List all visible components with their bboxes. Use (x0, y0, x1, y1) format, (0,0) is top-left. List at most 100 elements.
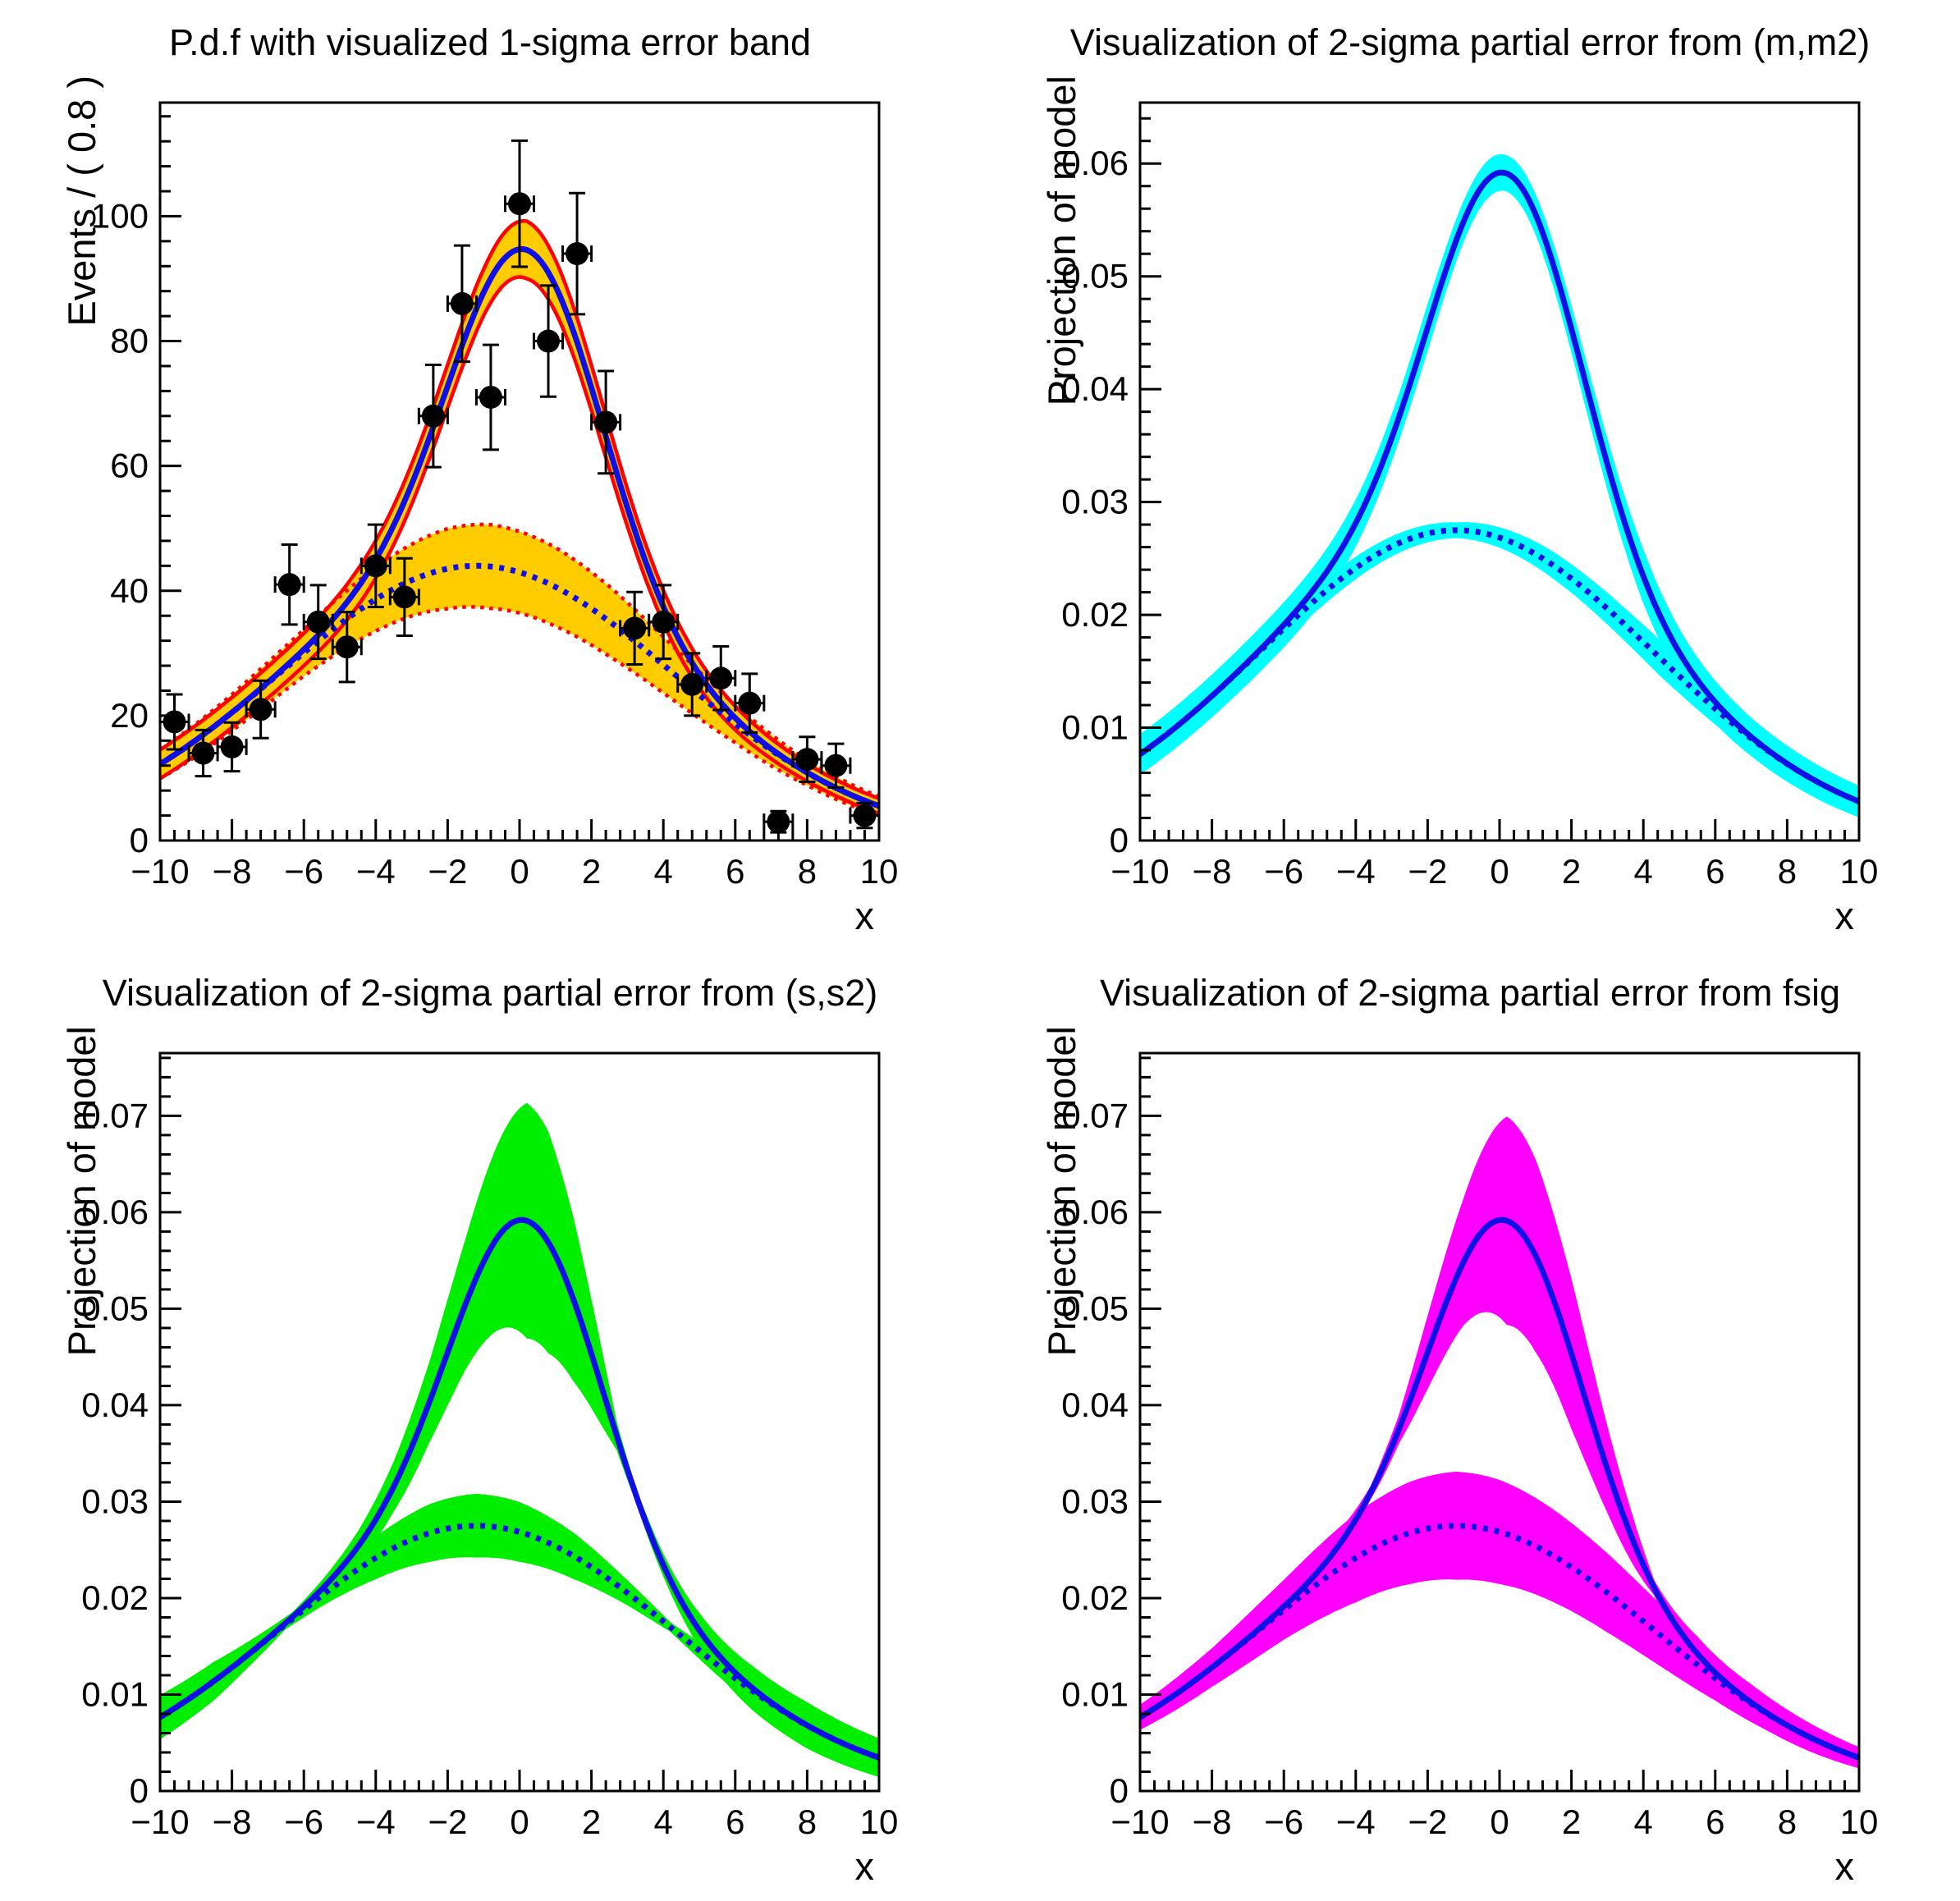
background-curve (1140, 527, 1859, 804)
y-tick-label: 0 (1110, 821, 1129, 859)
y-tick-label: 0 (130, 821, 149, 859)
data-point-marker (566, 242, 589, 266)
data-point-marker (306, 610, 330, 634)
data-point-marker (450, 291, 474, 315)
background-error-band (1140, 1472, 1859, 1768)
x-tick-label: 0 (510, 852, 529, 891)
x-axis-title: x (855, 1844, 875, 1888)
y-axis (160, 115, 181, 842)
panel-partial-error-fsig: Visualization of 2-sigma partial error f… (980, 950, 1960, 1901)
y-tick-label: 80 (110, 322, 149, 360)
x-axis (158, 1770, 881, 1791)
background-error-band (1140, 522, 1859, 814)
x-tick-label: −10 (131, 1803, 189, 1841)
y-axis (1140, 117, 1161, 842)
data-point-marker (191, 741, 215, 765)
x-tick-label: −4 (356, 852, 396, 891)
background-error-band (160, 524, 879, 816)
background-error-band (160, 1494, 879, 1777)
x-tick-label: 8 (1778, 852, 1797, 891)
y-tick-label: 0.02 (1061, 1578, 1129, 1617)
data-point-marker (738, 691, 762, 715)
x-tick-label: 2 (1562, 852, 1581, 891)
y-tick-label: 0.06 (81, 1193, 149, 1231)
data-point-marker (623, 616, 647, 640)
data-point-marker (680, 672, 704, 696)
data-point-marker (652, 610, 675, 634)
error-bar (590, 369, 622, 475)
y-tick-label: 0.01 (1061, 708, 1129, 747)
y-axis-title: Projection of model (1040, 76, 1083, 405)
panel-title: P.d.f with visualized 1-sigma error band (168, 21, 812, 63)
x-tick-label: −2 (1408, 852, 1447, 891)
y-axis (1140, 1056, 1161, 1793)
x-tick-label: −4 (356, 1803, 396, 1841)
x-tick-label: −10 (1111, 1803, 1169, 1841)
x-tick-label: 2 (582, 852, 601, 891)
panel-partial-error-s-s2: Visualization of 2-sigma partial error f… (0, 950, 980, 1901)
y-tick-label: 0.01 (1061, 1674, 1129, 1713)
x-tick-label: −6 (1264, 852, 1303, 891)
data-point-marker (163, 710, 186, 734)
x-tick-label: 4 (654, 1803, 673, 1841)
x-tick-label: 6 (1706, 852, 1724, 891)
data-point-marker (479, 385, 502, 409)
panel-partial-error-m-m2: Visualization of 2-sigma partial error f… (980, 0, 1960, 950)
x-tick-label: −2 (428, 852, 467, 891)
x-tick-label: 6 (726, 1803, 744, 1841)
panel-title: Visualization of 2-sigma partial error f… (102, 972, 878, 1014)
x-tick-label: 4 (654, 852, 673, 891)
data-point-marker (853, 804, 877, 827)
data-point-marker (767, 810, 790, 834)
total-error-band (160, 1102, 879, 1777)
data-point-marker (709, 666, 733, 690)
x-tick-label: −10 (131, 852, 189, 891)
data-point-marker (537, 329, 561, 353)
x-tick-label: −4 (1336, 1803, 1376, 1841)
x-tick-label: −10 (1111, 852, 1169, 891)
x-tick-label: 0 (510, 1803, 529, 1841)
partial-error-m-m2-plot: −10 −8 −6 −4 −2 0 2 4 6 8 10 0 0.01 0.02 0.03 0.04 0.05 0… (1040, 76, 1879, 937)
x-axis (1138, 819, 1861, 841)
y-tick-label: 100 (91, 196, 149, 235)
x-tick-label: −8 (213, 852, 252, 891)
y-axis-title: Events / ( 0.8 ) (60, 76, 103, 327)
data-point-marker (392, 585, 416, 609)
x-tick-label: 10 (1840, 852, 1879, 891)
y-tick-label: 0 (130, 1771, 149, 1810)
total-model-curve (1140, 169, 1859, 804)
x-tick-label: −8 (1193, 852, 1232, 891)
panel-pdf-error-band: P.d.f with visualized 1-sigma error band… (0, 0, 980, 950)
total-model-curve (160, 1216, 879, 1761)
partial-error-fsig-plot: −10 −8 −6 −4 −2 0 2 4 6 8 10 0 0.01 0.02 0.03 0.04 0.05 0… (1040, 1026, 1878, 1888)
data-point-marker (824, 754, 848, 777)
y-axis-title: Projection of model (1040, 1026, 1083, 1356)
x-axis-title: x (1835, 894, 1855, 937)
y-tick-label: 0.05 (1061, 1289, 1129, 1327)
x-tick-label: −2 (1408, 1803, 1447, 1841)
data-point-marker (249, 698, 272, 721)
x-tick-label: 0 (1490, 1803, 1509, 1841)
background-band-lower-edge (160, 605, 879, 818)
x-axis-title: x (855, 894, 875, 937)
x-tick-label: 4 (1634, 852, 1653, 891)
data-point-marker (335, 635, 359, 659)
x-tick-label: 4 (1634, 1803, 1653, 1841)
y-tick-label: 0.01 (81, 1674, 149, 1713)
x-tick-label: −8 (1193, 1803, 1232, 1841)
y-tick-label: 0.06 (1061, 1193, 1129, 1231)
x-tick-label: −6 (284, 852, 323, 891)
y-tick-label: 0.07 (1061, 1096, 1129, 1134)
total-band-lower-edge (160, 275, 879, 816)
x-tick-label: 10 (860, 1803, 899, 1841)
partial-error-s-s2-plot: −10 −8 −6 −4 −2 0 2 4 6 8 10 0 0.01 0.02 0.03 0.04 0.05 0… (60, 1026, 899, 1888)
x-tick-label: 10 (860, 852, 899, 891)
x-tick-label: −2 (428, 1803, 467, 1841)
total-error-band (160, 221, 879, 814)
panel-title: Visualization of 2-sigma partial error f… (1069, 21, 1871, 63)
y-tick-label: 0.05 (81, 1289, 149, 1327)
x-tick-label: 2 (582, 1803, 601, 1841)
data-point-marker (364, 554, 387, 578)
